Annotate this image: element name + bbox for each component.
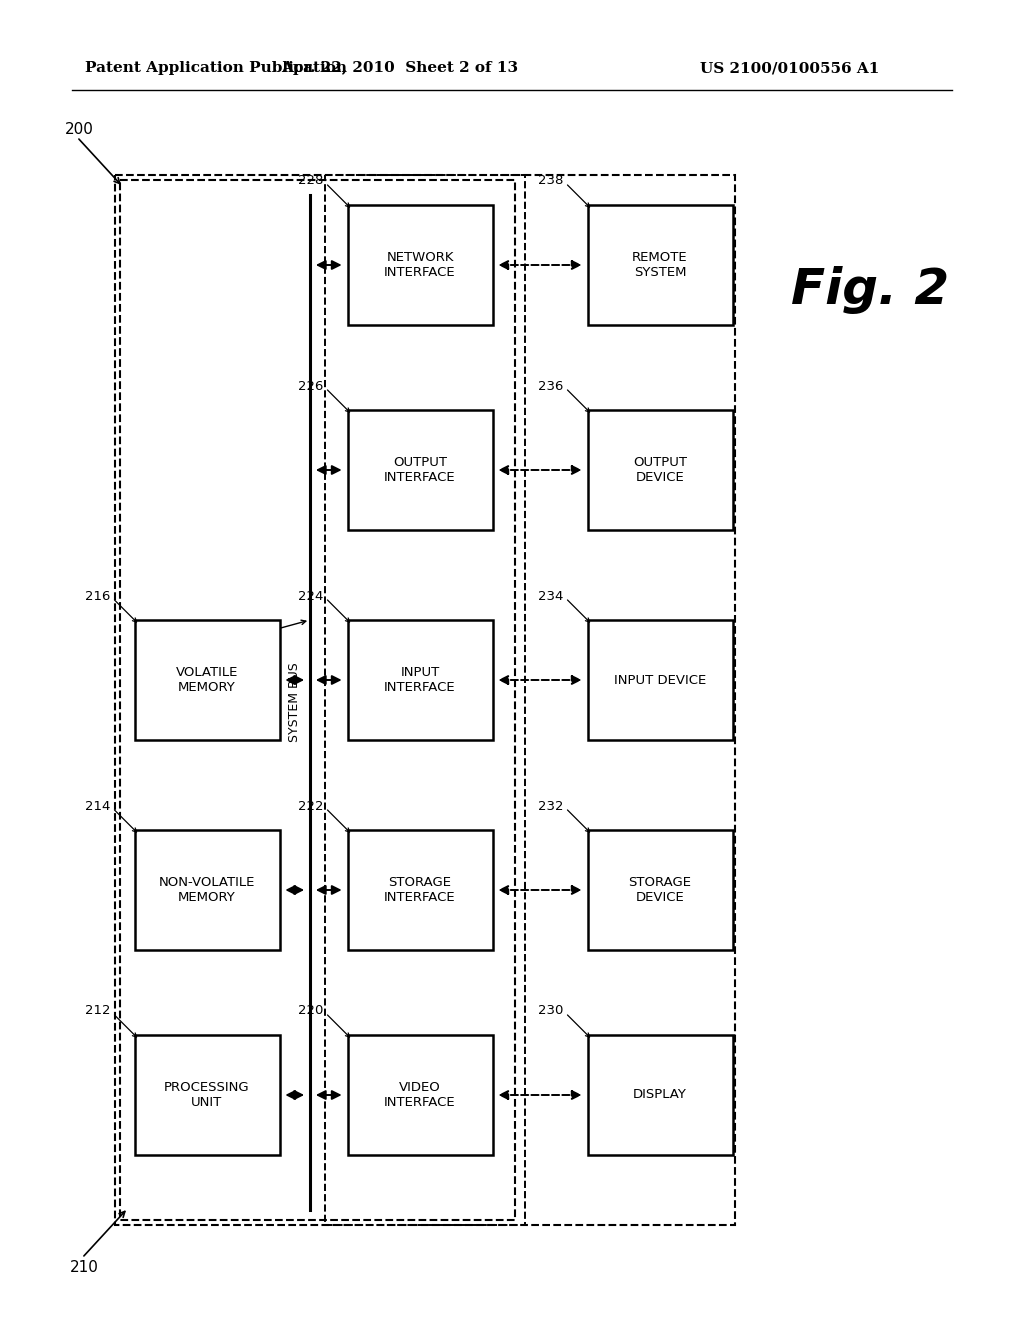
Bar [588, 1035, 732, 1155]
Text: 200: 200 [65, 123, 94, 137]
Text: 210: 210 [70, 1261, 99, 1275]
Text: 222: 222 [298, 800, 324, 813]
Text: STORAGE
DEVICE: STORAGE DEVICE [629, 876, 691, 904]
Text: 220: 220 [298, 1005, 324, 1018]
Text: 234: 234 [539, 590, 563, 602]
Text: 238: 238 [539, 174, 563, 187]
Text: STORAGE
INTERFACE: STORAGE INTERFACE [384, 876, 456, 904]
Text: VOLATILE
MEMORY: VOLATILE MEMORY [176, 667, 239, 694]
Text: REMOTE
SYSTEM: REMOTE SYSTEM [632, 251, 688, 279]
Bar [347, 1035, 493, 1155]
Text: INPUT
INTERFACE: INPUT INTERFACE [384, 667, 456, 694]
Text: PROCESSING
UNIT: PROCESSING UNIT [164, 1081, 250, 1109]
Bar [347, 620, 493, 741]
Text: INPUT DEVICE: INPUT DEVICE [613, 673, 707, 686]
Text: 212: 212 [85, 1005, 111, 1018]
Text: 236: 236 [539, 380, 563, 392]
Text: 216: 216 [85, 590, 111, 602]
Bar [347, 411, 493, 531]
Text: 232: 232 [538, 800, 563, 813]
Text: Fig. 2: Fig. 2 [791, 267, 949, 314]
Text: 224: 224 [298, 590, 324, 602]
Text: US 2100/0100556 A1: US 2100/0100556 A1 [700, 61, 880, 75]
Bar [588, 411, 732, 531]
Bar [347, 830, 493, 950]
Bar [588, 830, 732, 950]
Bar [588, 205, 732, 325]
Text: VIDEO
INTERFACE: VIDEO INTERFACE [384, 1081, 456, 1109]
Text: 218: 218 [226, 627, 252, 640]
Text: Patent Application Publication: Patent Application Publication [85, 61, 347, 75]
Text: Apr. 22, 2010  Sheet 2 of 13: Apr. 22, 2010 Sheet 2 of 13 [282, 61, 518, 75]
Text: NON-VOLATILE
MEMORY: NON-VOLATILE MEMORY [159, 876, 255, 904]
Text: SYSTEM BUS: SYSTEM BUS [288, 663, 300, 742]
Bar [120, 180, 515, 1220]
Text: 230: 230 [539, 1005, 563, 1018]
Bar [325, 176, 525, 1225]
Text: OUTPUT
INTERFACE: OUTPUT INTERFACE [384, 455, 456, 484]
Text: NETWORK
INTERFACE: NETWORK INTERFACE [384, 251, 456, 279]
Bar [115, 176, 735, 1225]
Text: 214: 214 [85, 800, 111, 813]
Bar [347, 205, 493, 325]
Text: OUTPUT
DEVICE: OUTPUT DEVICE [633, 455, 687, 484]
Bar [134, 830, 280, 950]
Bar [134, 1035, 280, 1155]
Text: DISPLAY: DISPLAY [633, 1089, 687, 1101]
Text: 228: 228 [298, 174, 324, 187]
Bar [134, 620, 280, 741]
Bar [588, 620, 732, 741]
Text: 226: 226 [298, 380, 324, 392]
